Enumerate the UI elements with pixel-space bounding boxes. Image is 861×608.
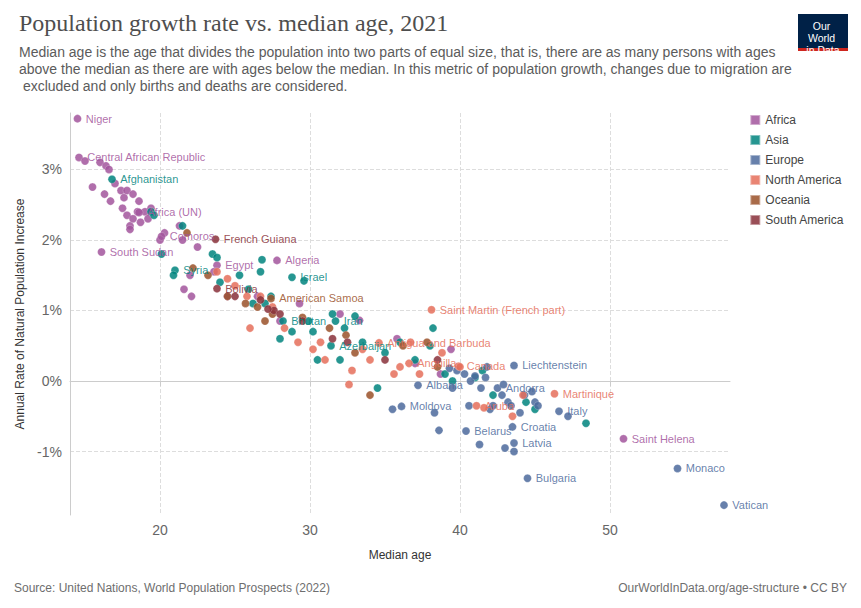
svg-text:Monaco: Monaco: [686, 462, 725, 474]
svg-text:0%: 0%: [42, 373, 62, 389]
svg-text:Antigua and Barbuda: Antigua and Barbuda: [387, 337, 491, 349]
svg-text:Saint Helena: Saint Helena: [632, 433, 696, 445]
svg-text:Bolivia: Bolivia: [225, 283, 258, 295]
svg-text:in Data: in Data: [806, 44, 839, 56]
svg-text:Aruba: Aruba: [485, 400, 515, 412]
svg-text:excluded and only births and d: excluded and only births and deaths are …: [19, 78, 347, 94]
svg-text:20: 20: [152, 522, 168, 538]
svg-text:Population growth rate vs. med: Population growth rate vs. median age, 2…: [19, 10, 448, 36]
svg-text:Italy: Italy: [567, 405, 588, 417]
svg-text:North America: North America: [765, 173, 841, 187]
svg-text:Afghanistan: Afghanistan: [120, 173, 178, 185]
svg-text:3%: 3%: [42, 161, 62, 177]
svg-text:Europe: Europe: [765, 153, 804, 167]
svg-text:Albania: Albania: [426, 379, 464, 391]
svg-text:Andorra: Andorra: [506, 382, 546, 394]
svg-text:Median age is the age that div: Median age is the age that divides the p…: [19, 44, 779, 60]
svg-text:American Samoa: American Samoa: [279, 292, 364, 304]
svg-text:Central African Republic: Central African Republic: [87, 151, 206, 163]
svg-text:French Guiana: French Guiana: [224, 233, 298, 245]
svg-text:50: 50: [602, 522, 618, 538]
svg-text:Vatican: Vatican: [732, 499, 768, 511]
svg-text:OurWorldInData.org/age-structu: OurWorldInData.org/age-structure • CC BY: [618, 581, 847, 595]
svg-text:South America: South America: [765, 213, 843, 227]
svg-text:Niger: Niger: [86, 113, 113, 125]
svg-text:Belarus: Belarus: [474, 425, 512, 437]
svg-text:Liechtenstein: Liechtenstein: [522, 359, 587, 371]
svg-text:40: 40: [452, 522, 468, 538]
svg-text:30: 30: [302, 522, 318, 538]
svg-text:above the median as there are: above the median as there are with ages …: [19, 61, 792, 77]
svg-text:-1%: -1%: [37, 444, 62, 460]
svg-text:Africa: Africa: [765, 113, 796, 127]
svg-text:Oceania: Oceania: [765, 193, 810, 207]
svg-text:Our: Our: [813, 20, 833, 32]
svg-text:Bhutan: Bhutan: [291, 315, 326, 327]
svg-text:Anguilla: Anguilla: [417, 357, 457, 369]
svg-text:Asia: Asia: [765, 133, 789, 147]
svg-text:Martinique: Martinique: [563, 388, 614, 400]
svg-text:Canada: Canada: [467, 360, 506, 372]
svg-text:Algeria: Algeria: [285, 254, 320, 266]
svg-text:Saint Martin (French part): Saint Martin (French part): [440, 304, 565, 316]
svg-text:Annual Rate of Natural Populat: Annual Rate of Natural Population Increa…: [13, 198, 27, 429]
svg-text:Croatia: Croatia: [521, 421, 557, 433]
svg-text:Source: United Nations, World: Source: United Nations, World Population…: [14, 581, 330, 595]
svg-text:2%: 2%: [42, 232, 62, 248]
svg-text:Comoros: Comoros: [170, 230, 215, 242]
svg-text:Israel: Israel: [300, 271, 327, 283]
svg-text:Syria: Syria: [183, 264, 209, 276]
svg-text:Latvia: Latvia: [522, 437, 552, 449]
svg-text:Moldova: Moldova: [410, 400, 452, 412]
svg-text:Iran: Iran: [344, 315, 363, 327]
svg-text:South Sudan: South Sudan: [110, 246, 174, 258]
svg-text:Azerbaijan: Azerbaijan: [339, 340, 391, 352]
svg-text:Median age: Median age: [369, 548, 432, 562]
svg-text:Bulgaria: Bulgaria: [536, 472, 577, 484]
svg-text:World: World: [808, 32, 838, 44]
svg-text:Egypt: Egypt: [225, 259, 253, 271]
svg-text:Africa (UN): Africa (UN): [147, 206, 201, 218]
svg-text:1%: 1%: [42, 302, 62, 318]
